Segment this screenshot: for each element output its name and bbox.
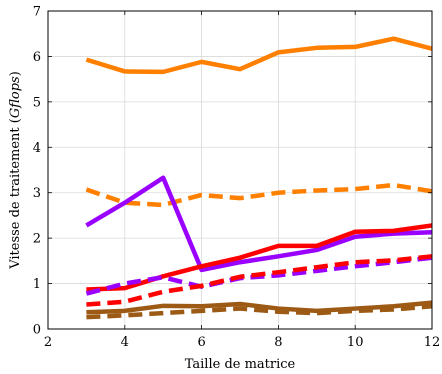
x-tick-label: 10	[347, 335, 364, 350]
series-line-2-dashed	[85, 182, 433, 208]
y-tick-label: 0	[33, 323, 41, 338]
x-tick-label: 2	[44, 335, 52, 350]
x-tick-label: 4	[121, 335, 129, 350]
series-line-4-solid	[86, 223, 433, 292]
grid	[47, 10, 433, 330]
y-tick-label: 6	[33, 50, 41, 65]
y-tick-label: 3	[33, 186, 41, 201]
x-tick-label: 8	[274, 335, 282, 350]
series-line-1-solid	[85, 36, 433, 75]
y-tick-label: 4	[33, 141, 41, 156]
y-axis-label-unit: Gflops	[8, 76, 23, 118]
series-line-6-dashed	[86, 254, 433, 307]
series-line-7-solid	[86, 300, 433, 315]
y-axis-label-suffix: )	[8, 71, 23, 76]
y-tick-label: 2	[33, 232, 41, 247]
series-line-5-dashed	[85, 255, 433, 296]
y-tick-label: 5	[33, 95, 41, 110]
x-axis-label: Taille de matrice	[185, 357, 296, 372]
series-line-8-dashed	[86, 304, 433, 320]
plot-frame	[47, 10, 433, 330]
y-axis-label-prefix: Vitesse de traitement (	[8, 118, 23, 270]
y-axis-label: Vitesse de traitement (Gflops)	[8, 71, 23, 270]
y-tick-label: 1	[33, 277, 41, 292]
x-tick-label: 12	[424, 335, 441, 350]
x-tick-label: 6	[197, 335, 205, 350]
series-line-3-solid	[85, 175, 433, 273]
y-tick-label: 7	[33, 5, 41, 20]
series-group	[85, 36, 433, 320]
